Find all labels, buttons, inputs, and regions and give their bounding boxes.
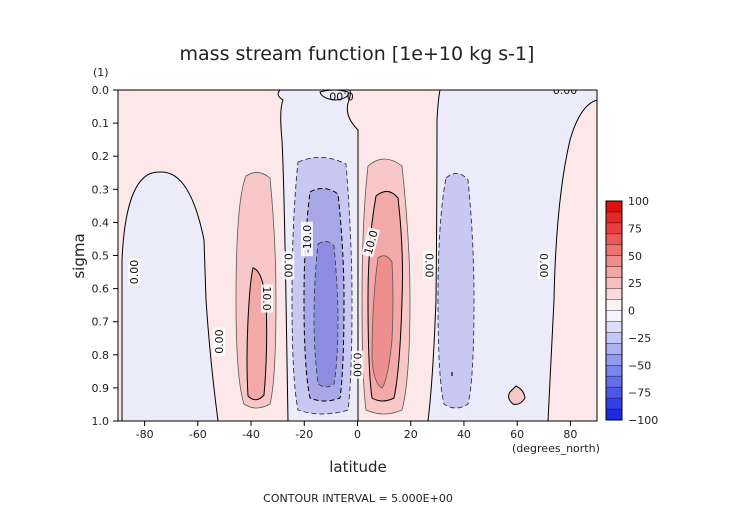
x-tick-label: 0 xyxy=(354,428,361,441)
colorbar-label: 75 xyxy=(628,222,642,235)
contour-labels: 0.00 0.00 10.0 0.00 -10.0 0.00 10.0 0.00 0.00 0.0… xyxy=(127,84,578,379)
chart-title: mass stream function [1e+10 kg s-1] xyxy=(180,43,535,65)
x-tick-label: -80 xyxy=(136,428,154,441)
x-tick-label: -40 xyxy=(242,428,260,441)
contour-label-background xyxy=(282,251,295,280)
colorbar-swatch xyxy=(606,354,622,366)
y-tick-label: 0.5 xyxy=(92,250,110,263)
y-tick-label: 0.0 xyxy=(92,84,110,97)
contour-label: 0.00 xyxy=(281,251,295,280)
contour-label-text: 0.00 xyxy=(422,253,435,278)
x-axis-label: latitude xyxy=(329,458,387,476)
y-tick-label: 0.6 xyxy=(92,283,110,296)
colorbar-swatch xyxy=(606,365,622,377)
contour-label-text: -10.0 xyxy=(301,225,314,253)
equatorial-negative-cell-core xyxy=(313,241,339,388)
x-axis-units: (degrees_north) xyxy=(512,442,600,455)
contour-label-background xyxy=(423,251,436,280)
contour-label: 0.00 xyxy=(422,251,436,280)
colorbar-label: −25 xyxy=(628,332,651,345)
colorbar-swatch xyxy=(606,299,622,311)
y-axis-ticks: 0.0 0.1 0.2 0.3 0.4 0.5 0.6 0.7 0.8 0.9 1.0 xyxy=(92,84,118,428)
colorbar-swatch xyxy=(606,266,622,278)
colorbar-swatch xyxy=(606,201,622,213)
x-tick-label: 60 xyxy=(510,428,524,441)
colorbar-swatch xyxy=(606,343,622,355)
contour-label: 0.00 xyxy=(553,84,578,97)
contour-label-background xyxy=(127,258,140,287)
colorbar-swatch xyxy=(606,387,622,399)
contour-label-background xyxy=(361,227,381,258)
x-tick-label: 20 xyxy=(404,428,418,441)
top-negative-blob xyxy=(319,90,349,101)
x-tick-label: 80 xyxy=(563,428,577,441)
x-tick-label: 40 xyxy=(457,428,471,441)
y-units-label: (1) xyxy=(93,66,109,79)
colorbar-label: 50 xyxy=(628,250,642,263)
colorbar-swatch xyxy=(606,409,622,421)
contour-label-text: 10.0 xyxy=(260,286,273,311)
small-positive-blob xyxy=(508,385,526,405)
contour-label-text: 0.00 xyxy=(329,90,354,103)
colorbar-swatch xyxy=(606,310,622,322)
contour-label-text: 0.00 xyxy=(553,84,578,97)
contour-label: 10.0 xyxy=(361,227,381,258)
colorbar: 100 75 50 25 0 −25 −50 −75 −100 xyxy=(605,195,658,427)
contour-label-background xyxy=(300,221,313,257)
y-tick-label: 1.0 xyxy=(92,415,110,428)
colorbar-label: −75 xyxy=(628,387,651,400)
y-tick-label: 0.1 xyxy=(92,117,110,130)
y-tick-label: 0.9 xyxy=(92,382,110,395)
colorbar-label: 25 xyxy=(628,277,642,290)
contour-label: 0.00 xyxy=(213,327,226,356)
contour-label: 0.00 xyxy=(329,90,354,103)
colorbar-swatch xyxy=(606,376,622,388)
colorbar-swatch xyxy=(606,398,622,410)
x-tick-label: -60 xyxy=(189,428,207,441)
contour-label-text: 0.00 xyxy=(537,253,550,278)
y-tick-label: 0.7 xyxy=(92,316,110,329)
colorbar-label: 100 xyxy=(628,195,649,208)
colorbar-frame xyxy=(605,200,623,421)
plot-area: 0.00 0.00 10.0 0.00 -10.0 0.00 10.0 0.00 0.00 0.0… xyxy=(118,84,597,421)
contour-label-background xyxy=(213,327,226,356)
contour-label-background xyxy=(261,284,274,313)
colorbar-swatch xyxy=(606,233,622,246)
contour-interval-footer: CONTOUR INTERVAL = 5.000E+00 xyxy=(263,492,453,505)
x-tick-label: -20 xyxy=(295,428,313,441)
contour-label-text: 0.00 xyxy=(213,329,226,354)
colorbar-swatch xyxy=(606,255,622,267)
contour-label: 0.00 xyxy=(537,251,550,280)
contour-label-text: 0.00 xyxy=(281,253,294,278)
colorbar-swatch xyxy=(606,211,622,224)
colorbar-swatch xyxy=(606,222,622,235)
y-tick-label: 0.2 xyxy=(92,150,110,163)
contour-label-text: 10.0 xyxy=(362,229,381,256)
contour-label: 0.00 xyxy=(351,350,364,379)
y-axis-label: sigma xyxy=(70,233,88,278)
colorbar-label: 0 xyxy=(628,305,635,318)
colorbar-label: −100 xyxy=(628,414,658,427)
contour-label: -10.0 xyxy=(300,221,314,257)
southern-negative-cell xyxy=(121,171,219,421)
colorbar-swatch xyxy=(606,288,622,300)
colorbar-swatch xyxy=(606,321,622,333)
colorbar-label: −50 xyxy=(628,359,651,372)
contour-label-text: 0.00 xyxy=(351,352,364,377)
contour-label-text: 0.00 xyxy=(128,260,141,285)
colorbar-swatch xyxy=(606,332,622,344)
northern-negative-cell xyxy=(437,173,475,409)
contour-label-background xyxy=(351,350,364,379)
x-axis-ticks: -80 -60 -40 -20 0 20 40 60 80 xyxy=(136,421,577,441)
contour-label: 10.0 xyxy=(260,284,274,313)
y-tick-label: 0.4 xyxy=(92,216,110,229)
colorbar-swatch xyxy=(606,277,622,289)
equatorial-positive-cell-core xyxy=(371,255,394,389)
colorbar-swatch xyxy=(606,244,622,257)
contour-label-background xyxy=(537,251,550,280)
y-tick-label: 0.3 xyxy=(92,183,110,196)
contour-label: 0.00 xyxy=(127,258,141,287)
y-tick-label: 0.8 xyxy=(92,349,110,362)
